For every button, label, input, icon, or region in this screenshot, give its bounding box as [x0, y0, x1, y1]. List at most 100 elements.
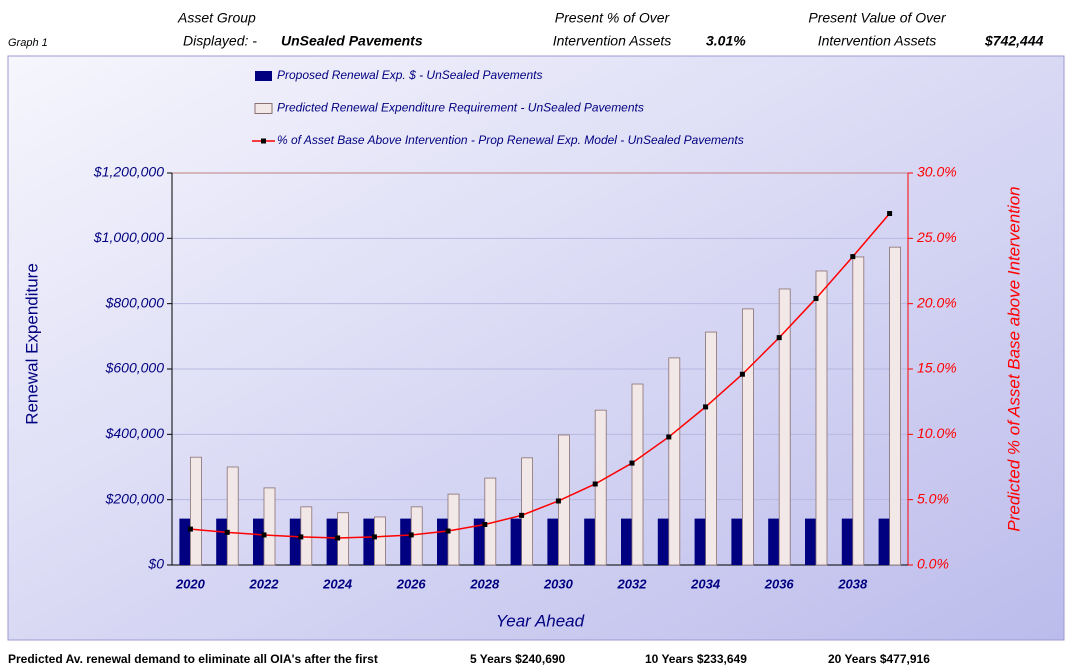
- line-marker: [887, 211, 893, 217]
- bar: [216, 518, 228, 565]
- pct-label: Intervention Assets: [553, 33, 672, 49]
- y-axis-label: Renewal Expenditure: [22, 263, 41, 425]
- x-tick-label: 2022: [249, 576, 280, 591]
- group-label: Displayed: -: [183, 33, 257, 49]
- pct-value: 3.01%: [706, 33, 746, 49]
- x-tick-label: 2036: [764, 576, 795, 591]
- bar: [878, 518, 890, 565]
- y-tick-label: $600,000: [105, 360, 165, 376]
- y-tick-label: $0: [147, 556, 164, 572]
- bar: [289, 518, 301, 565]
- bar: [400, 518, 412, 565]
- bar: [263, 487, 276, 566]
- y2-tick-label: 20.0%: [916, 294, 957, 310]
- footer-10y: 10 Years $233,649: [645, 652, 747, 666]
- y-tick-label: $400,000: [105, 425, 165, 441]
- line-marker: [482, 521, 488, 527]
- line-marker: [408, 532, 414, 538]
- y2-tick-label: 5.0%: [917, 490, 949, 506]
- y2-axis-label: Predicted % of Asset Base above Interven…: [1004, 186, 1023, 531]
- bar: [742, 308, 754, 566]
- line-marker: [629, 460, 635, 466]
- line-marker: [739, 371, 745, 377]
- legend-swatch: [255, 71, 272, 81]
- line-marker: [555, 498, 561, 504]
- legend-label: Predicted Renewal Expenditure Requiremen…: [277, 101, 644, 115]
- bar: [631, 383, 644, 566]
- y-tick-label: $200,000: [105, 490, 165, 506]
- legend-label: % of Asset Base Above Intervention - Pro…: [277, 133, 744, 147]
- pct-title: Present % of Over: [555, 10, 671, 26]
- bar: [768, 518, 780, 565]
- line-marker: [224, 529, 230, 535]
- line-marker: [850, 254, 856, 260]
- line-marker: [592, 481, 598, 487]
- x-tick-label: 2034: [690, 576, 721, 591]
- bar: [226, 466, 239, 566]
- x-tick-label: 2024: [322, 576, 353, 591]
- bar: [841, 518, 853, 565]
- bar: [705, 331, 717, 566]
- y-tick-label: $1,000,000: [93, 229, 164, 245]
- line-marker: [335, 535, 341, 541]
- legend-label: Proposed Renewal Exp. $ - UnSealed Pavem…: [277, 68, 542, 82]
- line-marker: [371, 534, 377, 540]
- line-marker: [187, 526, 193, 532]
- x-tick-label: 2028: [469, 576, 500, 591]
- y-tick-label: $800,000: [105, 294, 165, 310]
- val-title: Present Value of Over: [808, 10, 947, 26]
- bar: [852, 256, 865, 566]
- bar: [889, 246, 901, 566]
- y2-tick-label: 30.0%: [917, 164, 957, 180]
- group-value: UnSealed Pavements: [281, 33, 423, 49]
- plot: $0 $200,000 $400,000 $600,000 $800,000 $1,000…: [22, 68, 1023, 630]
- bar: [584, 518, 596, 565]
- x-tick-label: 2032: [617, 576, 648, 591]
- bar: [473, 518, 485, 565]
- footer-text: Predicted Av. renewal demand to eliminat…: [8, 652, 378, 666]
- bar: [189, 456, 202, 566]
- x-tick-label: 2030: [543, 576, 574, 591]
- val-value: $742,444: [984, 33, 1044, 49]
- group-title: Asset Group: [177, 10, 256, 26]
- line-marker: [298, 534, 304, 540]
- footer-20y: 20 Years $477,916: [828, 652, 930, 666]
- legend-marker: [261, 138, 266, 144]
- bar: [326, 518, 338, 565]
- bar: [815, 270, 828, 566]
- line-marker: [445, 528, 451, 534]
- line-marker: [813, 295, 819, 301]
- line-marker: [776, 335, 782, 341]
- line-marker: [666, 434, 672, 440]
- bar: [668, 357, 681, 566]
- bar: [778, 288, 791, 566]
- y2-tick-label: 15.0%: [917, 360, 957, 376]
- bar: [179, 518, 191, 565]
- x-tick-label: 2026: [396, 576, 427, 591]
- bar: [694, 518, 706, 565]
- x-tick-label: 2020: [175, 576, 206, 591]
- bar: [621, 518, 632, 565]
- line: [190, 213, 891, 539]
- bar: [805, 518, 816, 565]
- legend-swatch: [254, 103, 273, 114]
- bar: [437, 518, 448, 565]
- line-marker: [519, 512, 525, 518]
- bar: [373, 516, 386, 566]
- bar: [657, 518, 669, 565]
- x-axis-label: Year Ahead: [496, 611, 585, 630]
- bar: [731, 518, 743, 565]
- val-label: Intervention Assets: [818, 33, 937, 49]
- y2-tick-label: 0.0%: [917, 556, 949, 572]
- y-tick-label: $1,200,000: [93, 164, 164, 180]
- bar: [253, 518, 264, 565]
- bar: [363, 518, 375, 565]
- y2-tick-label: 25.0%: [916, 229, 957, 245]
- graph-label: Graph 1: [8, 37, 48, 49]
- bar: [547, 518, 559, 565]
- line-marker: [703, 404, 709, 410]
- x-tick-label: 2038: [837, 576, 868, 591]
- line-marker: [261, 532, 267, 538]
- bar: [510, 518, 522, 565]
